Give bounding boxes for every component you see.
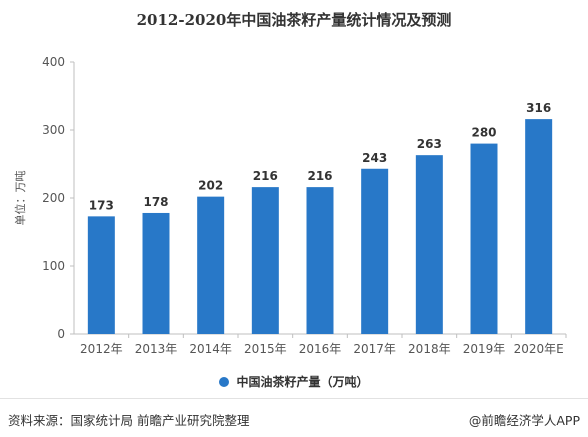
bar (306, 187, 334, 334)
data-label: 243 (362, 151, 387, 165)
bar (87, 216, 115, 334)
y-tick-label: 300 (42, 123, 65, 137)
bar (470, 143, 498, 334)
data-label: 263 (417, 137, 442, 151)
x-tick-label: 2014年 (189, 342, 232, 356)
x-tick-label: 2015年 (244, 342, 287, 356)
brand-text: @前瞻经济学人APP (468, 413, 580, 428)
x-tick-label: 2018年 (408, 342, 451, 356)
data-label: 316 (526, 101, 551, 115)
bar (197, 196, 225, 334)
y-tick-label: 100 (42, 259, 65, 273)
legend: 中国油茶籽产量（万吨） (0, 373, 588, 390)
x-tick-label: 2016年 (299, 342, 342, 356)
chart-title: 2012-2020年中国油茶籽产量统计情况及预测 (136, 11, 452, 29)
y-tick-label: 400 (42, 55, 65, 69)
source-text: 资料来源：国家统计局 前瞻产业研究院整理 (8, 413, 250, 428)
legend-label: 中国油茶籽产量（万吨） (236, 375, 369, 389)
bar (415, 155, 443, 334)
x-tick-label: 2017年 (353, 342, 396, 356)
legend-swatch (219, 376, 230, 387)
footer: 资料来源：国家统计局 前瞻产业研究院整理 @前瞻经济学人APP (0, 398, 588, 437)
data-label: 178 (143, 195, 168, 209)
data-label: 173 (89, 198, 114, 212)
x-tick-label: 2020年E (514, 342, 564, 356)
y-tick-label: 0 (57, 327, 65, 341)
data-label: 280 (471, 126, 496, 140)
data-label: 202 (198, 179, 223, 193)
bar (525, 119, 553, 335)
data-label: 216 (253, 169, 278, 183)
bar (361, 168, 389, 334)
x-tick-label: 2013年 (135, 342, 178, 356)
y-tick-label: 200 (42, 191, 65, 205)
bar (251, 187, 279, 334)
bar (142, 212, 170, 334)
data-label: 216 (307, 169, 332, 183)
x-tick-label: 2019年 (463, 342, 506, 356)
x-tick-label: 2012年 (80, 342, 123, 356)
y-axis-title: 单位：万吨 (13, 171, 27, 226)
